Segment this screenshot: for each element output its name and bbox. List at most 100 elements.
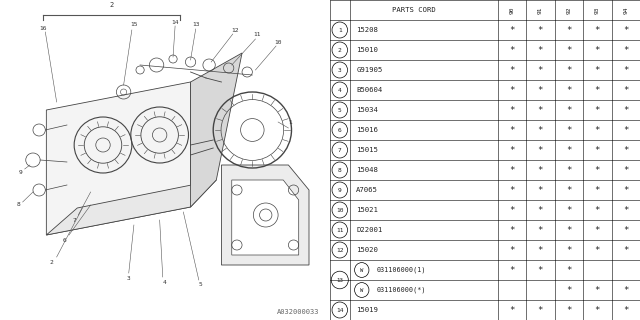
Polygon shape xyxy=(221,165,309,265)
Text: 13: 13 xyxy=(336,277,343,283)
Text: *: * xyxy=(509,125,515,134)
Text: *: * xyxy=(538,226,543,235)
Polygon shape xyxy=(46,180,216,235)
Text: 90: 90 xyxy=(509,6,515,14)
Text: 2: 2 xyxy=(338,47,342,52)
Text: 10: 10 xyxy=(336,207,344,212)
Text: 15016: 15016 xyxy=(356,127,378,133)
Text: *: * xyxy=(595,45,600,54)
Text: 2: 2 xyxy=(50,260,53,265)
Text: 8: 8 xyxy=(17,203,20,207)
Text: 7: 7 xyxy=(338,148,342,153)
Text: 91: 91 xyxy=(538,6,543,14)
Text: 5: 5 xyxy=(338,108,342,113)
Text: *: * xyxy=(566,106,572,115)
Text: *: * xyxy=(595,66,600,75)
Text: *: * xyxy=(566,226,572,235)
Text: *: * xyxy=(623,125,628,134)
Text: *: * xyxy=(595,125,600,134)
Text: *: * xyxy=(623,106,628,115)
Text: 10: 10 xyxy=(275,39,282,44)
Text: *: * xyxy=(509,146,515,155)
Text: 031106000(*): 031106000(*) xyxy=(376,287,426,293)
Text: *: * xyxy=(538,45,543,54)
Text: *: * xyxy=(595,26,600,35)
Text: *: * xyxy=(538,245,543,254)
Text: *: * xyxy=(595,226,600,235)
Text: *: * xyxy=(509,226,515,235)
Text: *: * xyxy=(623,285,628,294)
Text: 15010: 15010 xyxy=(356,47,378,53)
Text: 15020: 15020 xyxy=(356,247,378,253)
Text: *: * xyxy=(623,26,628,35)
Text: *: * xyxy=(595,146,600,155)
Text: *: * xyxy=(623,226,628,235)
Text: *: * xyxy=(566,146,572,155)
Text: *: * xyxy=(509,205,515,214)
Text: *: * xyxy=(538,205,543,214)
Text: 9: 9 xyxy=(19,170,22,174)
Text: *: * xyxy=(623,186,628,195)
Text: 11: 11 xyxy=(336,228,344,233)
Polygon shape xyxy=(46,82,191,235)
Polygon shape xyxy=(232,180,299,255)
Text: PARTS CORD: PARTS CORD xyxy=(392,7,435,13)
Text: 14: 14 xyxy=(172,20,179,25)
Text: 3: 3 xyxy=(127,276,131,281)
Text: *: * xyxy=(566,306,572,315)
Text: *: * xyxy=(566,66,572,75)
Text: *: * xyxy=(538,146,543,155)
Text: 1: 1 xyxy=(338,28,342,33)
Text: *: * xyxy=(509,266,515,275)
Text: *: * xyxy=(595,186,600,195)
Text: 15021: 15021 xyxy=(356,207,378,213)
Text: 12: 12 xyxy=(231,28,239,33)
Text: 15034: 15034 xyxy=(356,107,378,113)
Text: 93: 93 xyxy=(595,6,600,14)
Text: W: W xyxy=(360,287,364,292)
Text: *: * xyxy=(538,106,543,115)
Text: G91905: G91905 xyxy=(356,67,383,73)
Text: *: * xyxy=(623,45,628,54)
Text: *: * xyxy=(595,165,600,174)
Text: *: * xyxy=(509,245,515,254)
Text: *: * xyxy=(623,245,628,254)
Text: *: * xyxy=(595,285,600,294)
Text: *: * xyxy=(595,205,600,214)
Text: *: * xyxy=(623,165,628,174)
Text: 15048: 15048 xyxy=(356,167,378,173)
Text: *: * xyxy=(538,125,543,134)
Text: 15019: 15019 xyxy=(356,307,378,313)
Text: W: W xyxy=(360,268,364,273)
Text: *: * xyxy=(509,66,515,75)
Text: *: * xyxy=(566,45,572,54)
Text: *: * xyxy=(595,245,600,254)
Text: *: * xyxy=(509,45,515,54)
Text: *: * xyxy=(566,266,572,275)
Text: 9: 9 xyxy=(338,188,342,193)
Text: 7: 7 xyxy=(72,218,76,222)
Text: 2: 2 xyxy=(109,2,113,8)
Text: 1: 1 xyxy=(289,119,292,124)
Text: *: * xyxy=(509,186,515,195)
Text: 11: 11 xyxy=(253,33,261,37)
Text: *: * xyxy=(566,125,572,134)
Text: 6: 6 xyxy=(63,237,67,243)
Text: 6: 6 xyxy=(338,127,342,132)
Text: *: * xyxy=(566,26,572,35)
Text: *: * xyxy=(538,186,543,195)
Text: A7065: A7065 xyxy=(356,187,378,193)
Text: *: * xyxy=(566,186,572,195)
Text: *: * xyxy=(623,205,628,214)
Text: *: * xyxy=(538,306,543,315)
Text: 94: 94 xyxy=(623,6,628,14)
Text: *: * xyxy=(623,306,628,315)
Text: 15208: 15208 xyxy=(356,27,378,33)
Text: B50604: B50604 xyxy=(356,87,383,93)
Text: 3: 3 xyxy=(338,68,342,73)
Text: *: * xyxy=(566,205,572,214)
Text: *: * xyxy=(595,306,600,315)
Text: *: * xyxy=(595,106,600,115)
Text: *: * xyxy=(509,165,515,174)
Text: 031106000(1): 031106000(1) xyxy=(376,267,426,273)
